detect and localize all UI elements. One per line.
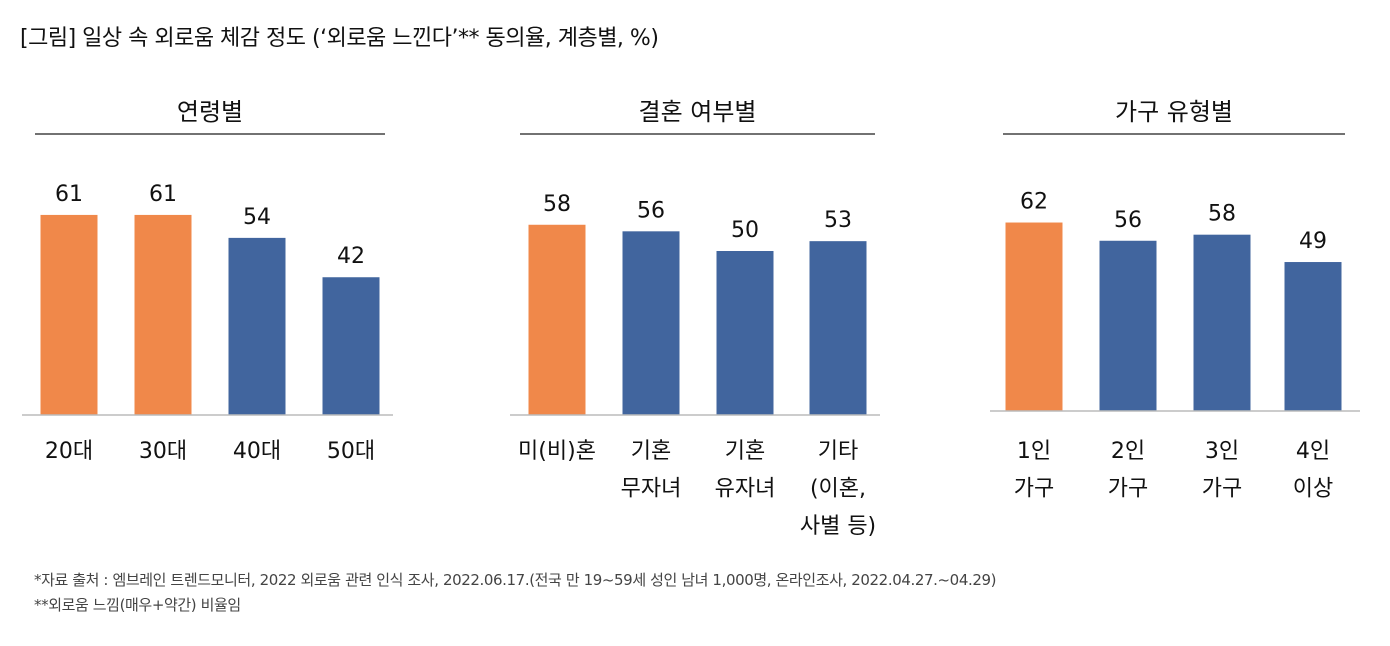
data-label: 56 <box>1114 208 1142 233</box>
category-label: 가구 <box>1014 477 1054 502</box>
data-label: 54 <box>243 205 271 230</box>
bar <box>322 277 380 415</box>
figure-title: [그림] 일상 속 외로움 체감 정도 (‘외로움 느낀다’** 동의율, 계층… <box>20 26 659 51</box>
category-label: 기타 <box>818 439 858 464</box>
data-label: 58 <box>543 192 571 217</box>
data-label: 42 <box>337 244 365 269</box>
category-label: 기혼 <box>725 439 765 464</box>
bar <box>1284 262 1342 411</box>
category-label: 미(비)혼 <box>518 439 596 464</box>
category-label: 이상 <box>1293 477 1333 502</box>
category-label: 가구 <box>1108 477 1148 502</box>
footnote-definition: **외로움 느낌(매우+약간) 비율임 <box>34 596 241 614</box>
data-label: 61 <box>55 182 83 207</box>
bar <box>622 231 680 415</box>
data-label: 53 <box>824 208 852 233</box>
category-label: 3인 <box>1205 439 1239 464</box>
bar <box>1005 222 1063 411</box>
bar <box>528 224 586 415</box>
bar <box>1099 240 1157 411</box>
data-label: 62 <box>1020 190 1048 215</box>
category-label: 30대 <box>139 439 187 464</box>
bar <box>1193 234 1251 411</box>
footnote-source: *자료 출처 : 엠브레인 트렌드모니터, 2022 외로움 관련 인식 조사,… <box>34 571 997 589</box>
category-label: 사별 등) <box>800 514 876 539</box>
panel-title: 결혼 여부별 <box>638 98 756 126</box>
category-label: 2인 <box>1111 439 1145 464</box>
panel-title: 가구 유형별 <box>1115 98 1233 126</box>
category-label: 40대 <box>233 439 281 464</box>
data-label: 56 <box>637 198 665 223</box>
category-label: 무자녀 <box>621 477 682 502</box>
category-label: 20대 <box>45 439 93 464</box>
data-label: 58 <box>1208 202 1236 227</box>
bar <box>809 241 867 415</box>
category-label: 50대 <box>327 439 375 464</box>
bar <box>716 251 774 415</box>
category-label: 가구 <box>1202 477 1242 502</box>
category-label: 기혼 <box>631 439 671 464</box>
panel-title: 연령별 <box>177 98 243 126</box>
data-label: 61 <box>149 182 177 207</box>
data-label: 50 <box>731 218 759 243</box>
bar <box>134 214 192 415</box>
category-label: 1인 <box>1017 439 1051 464</box>
data-label: 49 <box>1299 229 1327 254</box>
bar <box>40 214 98 415</box>
category-label: (이혼, <box>810 477 866 502</box>
category-label: 4인 <box>1296 439 1330 464</box>
bar <box>228 237 286 415</box>
category-label: 유자녀 <box>715 477 776 502</box>
